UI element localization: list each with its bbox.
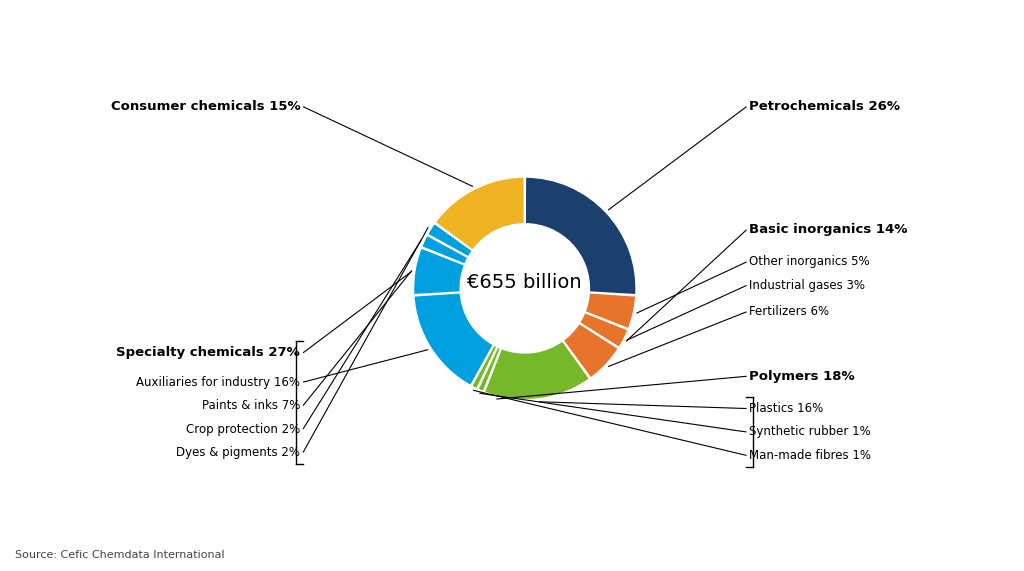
Wedge shape xyxy=(525,177,636,295)
Wedge shape xyxy=(580,312,628,348)
Wedge shape xyxy=(422,235,468,264)
Wedge shape xyxy=(585,293,636,329)
Wedge shape xyxy=(563,323,618,378)
Text: Petrochemicals 26%: Petrochemicals 26% xyxy=(750,100,900,113)
Text: Polymers 18%: Polymers 18% xyxy=(750,370,855,383)
Text: Specialty chemicals 27%: Specialty chemicals 27% xyxy=(117,347,300,359)
Wedge shape xyxy=(414,293,494,386)
Text: Consumer chemicals 15%: Consumer chemicals 15% xyxy=(111,100,300,113)
Text: Plastics 16%: Plastics 16% xyxy=(750,402,823,415)
Text: €655 billion: €655 billion xyxy=(468,273,582,292)
Text: Industrial gases 3%: Industrial gases 3% xyxy=(750,279,865,292)
Text: Other inorganics 5%: Other inorganics 5% xyxy=(750,255,870,268)
Text: Paints & inks 7%: Paints & inks 7% xyxy=(202,399,300,412)
Text: Auxiliaries for industry 16%: Auxiliaries for industry 16% xyxy=(136,376,300,389)
Wedge shape xyxy=(414,248,465,295)
Text: Source: Cefic Chemdata International: Source: Cefic Chemdata International xyxy=(15,549,225,560)
Text: Synthetic rubber 1%: Synthetic rubber 1% xyxy=(750,425,871,439)
Text: Crop protection 2%: Crop protection 2% xyxy=(186,423,300,436)
Text: Dyes & pigments 2%: Dyes & pigments 2% xyxy=(176,446,300,459)
Wedge shape xyxy=(427,223,472,257)
Wedge shape xyxy=(484,341,590,400)
Text: Fertilizers 6%: Fertilizers 6% xyxy=(750,305,829,318)
Wedge shape xyxy=(472,345,497,389)
Wedge shape xyxy=(435,177,524,250)
Wedge shape xyxy=(478,347,501,392)
Text: Man-made fibres 1%: Man-made fibres 1% xyxy=(750,449,871,462)
Text: Basic inorganics 14%: Basic inorganics 14% xyxy=(750,223,908,236)
